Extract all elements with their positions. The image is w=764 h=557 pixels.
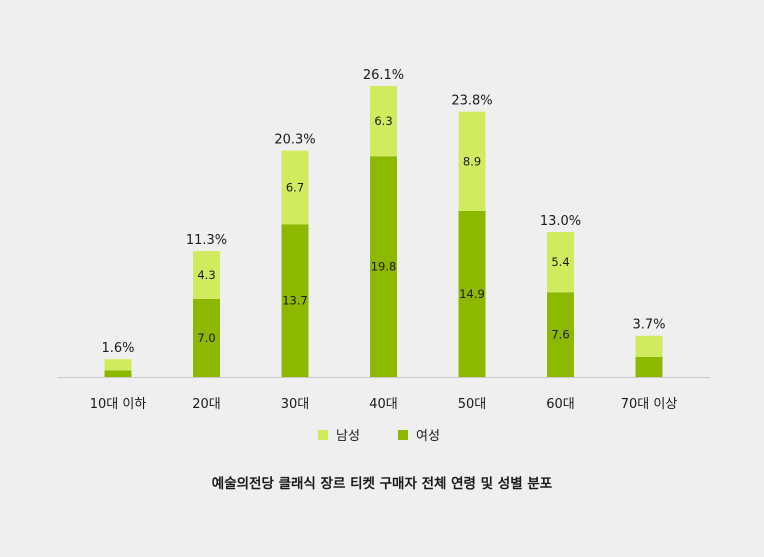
bar-segment-female [193, 298, 220, 377]
bar-segment-male [281, 150, 309, 225]
segment-value-label: 7.0 [197, 331, 215, 345]
total-value-label: 23.8% [451, 94, 492, 109]
x-tick-label: 50대 [458, 397, 487, 412]
segment-value-label: 8.9 [463, 154, 481, 168]
total-value-label: 1.6% [101, 341, 134, 356]
segment-value-label: 6.3 [374, 114, 392, 128]
legend: 남성 여성 [318, 429, 440, 444]
total-value-label: 20.3% [274, 133, 315, 148]
x-tick-label: 60대 [546, 397, 575, 412]
bar-segment-male [458, 111, 486, 211]
bar-segment-male [193, 251, 220, 299]
total-value-label: 11.3% [186, 233, 227, 248]
segment-value-label: 7.6 [551, 328, 569, 342]
total-value-label: 13.0% [540, 214, 581, 229]
bar-segment-female [370, 156, 397, 377]
segment-value-label: 4.3 [197, 268, 215, 282]
x-tick-label: 20대 [192, 397, 221, 412]
segment-value-label: 5.4 [551, 255, 569, 269]
x-tick-label: 40대 [369, 397, 398, 412]
bar-segment-female [458, 210, 486, 377]
bar-segment-female [547, 292, 574, 377]
bar-segment-male [370, 86, 397, 157]
segment-value-label: 19.8 [371, 260, 397, 274]
legend-swatch [318, 430, 328, 440]
legend-label: 남성 [336, 429, 360, 444]
segment-value-label: 6.7 [286, 180, 304, 194]
segment-value-label: 13.7 [282, 294, 308, 308]
bar-segment-male [104, 359, 132, 371]
chart-caption: 예술의전당 클래식 장르 티켓 구매자 전체 연령 및 성별 분포 [212, 475, 553, 492]
bar-segment-female [635, 356, 663, 377]
legend-label: 여성 [416, 429, 440, 444]
bars-group: 1.6% 10대 이하 7.0 4.3 11.3% 20대 13.7 6.7 20.3% 30대 1… [90, 68, 678, 412]
bar-segment-female [281, 224, 309, 377]
bar-segment-male [547, 232, 574, 293]
x-tick-label: 30대 [281, 397, 310, 412]
bar-segment-female [104, 370, 132, 377]
total-value-label: 26.1% [363, 68, 404, 83]
bar-segment-male [635, 335, 663, 357]
total-value-label: 3.7% [632, 318, 665, 333]
x-tick-label: 70대 이상 [621, 397, 678, 412]
legend-swatch [398, 430, 408, 440]
segment-value-label: 14.9 [459, 287, 485, 301]
x-tick-label: 10대 이하 [90, 397, 147, 412]
